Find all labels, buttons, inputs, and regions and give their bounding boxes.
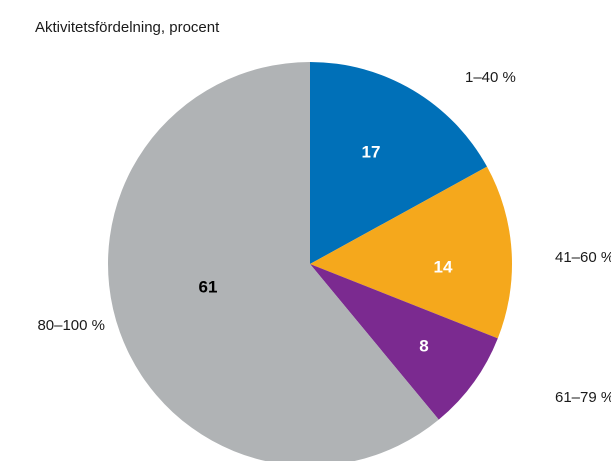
chart-title: Aktivitetsfördelning, procent <box>35 19 220 36</box>
value-label: 14 <box>434 257 453 276</box>
category-label: 61–79 % <box>555 389 611 406</box>
value-label: 17 <box>362 142 381 161</box>
value-label: 61 <box>199 277 218 296</box>
category-label: 1–40 % <box>465 69 516 86</box>
pie-slice <box>310 62 488 264</box>
pie-slice <box>310 264 498 420</box>
category-label: 80–100 % <box>37 317 105 334</box>
pie-slice <box>108 62 439 461</box>
category-label: 41–60 % <box>555 249 611 266</box>
value-label: 8 <box>419 336 428 355</box>
pie-slice <box>310 166 513 339</box>
